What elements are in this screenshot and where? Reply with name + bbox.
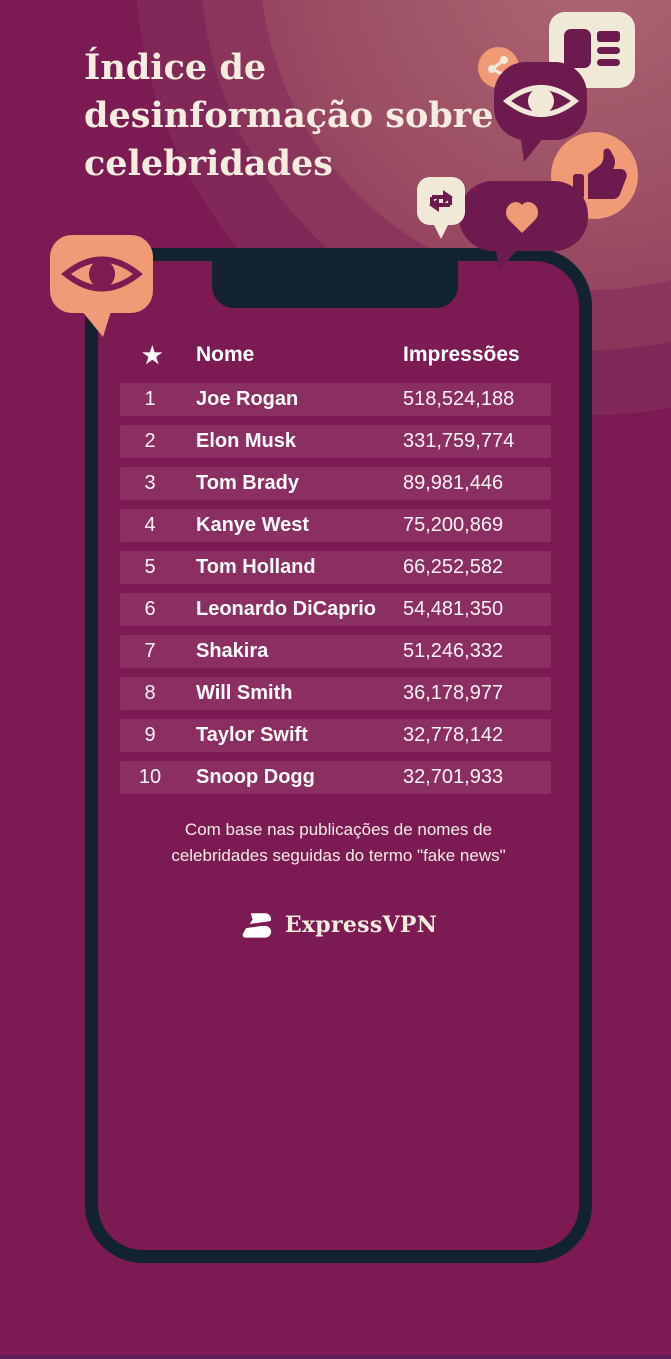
impressions-cell: 54,481,350 <box>403 598 504 620</box>
name-cell: Elon Musk <box>196 430 297 452</box>
impressions-cell: 51,246,332 <box>403 640 504 662</box>
rank-cell: 9 <box>144 724 156 746</box>
impressions-cell: 75,200,869 <box>403 514 504 536</box>
column-header-name: Nome <box>196 343 255 366</box>
column-header-impressions: Impressões <box>403 343 520 366</box>
table-row: 9 Taylor Swift 32,778,142 <box>120 719 551 752</box>
rank-cell: 10 <box>138 766 162 788</box>
table-header: ★ Nome Impressões <box>98 340 579 370</box>
repost-bubble-icon <box>417 177 465 239</box>
footnote-line-1: Com base nas publicações de nomes de <box>184 820 493 839</box>
impressions-cell: 89,981,446 <box>403 472 504 494</box>
name-cell: Joe Rogan <box>196 388 299 410</box>
table-row: 10 Snoop Dogg 32,701,933 <box>120 761 551 794</box>
impressions-cell: 32,701,933 <box>403 766 504 788</box>
table-row: 1 Joe Rogan 518,524,188 <box>120 383 551 416</box>
rank-cell: 4 <box>144 514 156 536</box>
name-cell: Tom Brady <box>196 472 299 494</box>
rank-cell: 1 <box>144 388 156 410</box>
name-cell: Taylor Swift <box>196 724 308 746</box>
brand-name: ExpressVPN <box>284 912 438 938</box>
impressions-cell: 36,178,977 <box>403 682 504 704</box>
rank-cell: 2 <box>144 430 156 452</box>
bottom-strip <box>0 1355 671 1359</box>
name-cell: Leonardo DiCaprio <box>196 598 377 620</box>
rank-cell: 6 <box>144 598 156 620</box>
title-line-2: desinformação sobre <box>84 95 494 136</box>
phone-notch <box>212 259 458 308</box>
footnote-line-2: celebridades seguidas do termo "fake new… <box>171 846 506 865</box>
rank-cell: 3 <box>144 472 156 494</box>
table-row: 8 Will Smith 36,178,977 <box>120 677 551 710</box>
impressions-cell: 331,759,774 <box>403 430 515 452</box>
star-icon: ★ <box>142 342 163 368</box>
title-line-3: celebridades <box>84 143 333 184</box>
rank-cell: 8 <box>144 682 156 704</box>
rank-cell: 7 <box>144 640 156 662</box>
eye-bubble-purple-icon <box>494 62 587 162</box>
rank-cell: 5 <box>144 556 156 578</box>
table-row: 2 Elon Musk 331,759,774 <box>120 425 551 458</box>
table-row: 3 Tom Brady 89,981,446 <box>120 467 551 500</box>
page-title: Índice de desinformação sobre celebridad… <box>84 44 504 188</box>
table-row: 5 Tom Holland 66,252,582 <box>120 551 551 584</box>
table-row: 6 Leonardo DiCaprio 54,481,350 <box>120 593 551 626</box>
heart-bubble-icon <box>459 181 588 271</box>
phone-frame: ★ Nome Impressões 1 Joe Rogan 518,524,18… <box>85 248 592 1263</box>
impressions-cell: 66,252,582 <box>403 556 504 578</box>
name-cell: Tom Holland <box>196 556 316 578</box>
name-cell: Kanye West <box>196 514 310 536</box>
name-cell: Will Smith <box>196 682 293 704</box>
brand-logo: ExpressVPN <box>98 905 579 945</box>
footnote: Com base nas publicações de nomes de cel… <box>98 817 579 869</box>
eye-bubble-orange-icon <box>50 235 153 337</box>
name-cell: Shakira <box>196 640 269 662</box>
name-cell: Snoop Dogg <box>196 766 315 788</box>
table-row: 4 Kanye West 75,200,869 <box>120 509 551 542</box>
expressvpn-logo-icon <box>241 913 274 938</box>
impressions-cell: 518,524,188 <box>403 388 515 410</box>
title-line-1: Índice de <box>84 47 267 88</box>
table-row: 7 Shakira 51,246,332 <box>120 635 551 668</box>
table-rows: 1 Joe Rogan 518,524,188 2 Elon Musk 331,… <box>120 383 551 803</box>
impressions-cell: 32,778,142 <box>403 724 504 746</box>
